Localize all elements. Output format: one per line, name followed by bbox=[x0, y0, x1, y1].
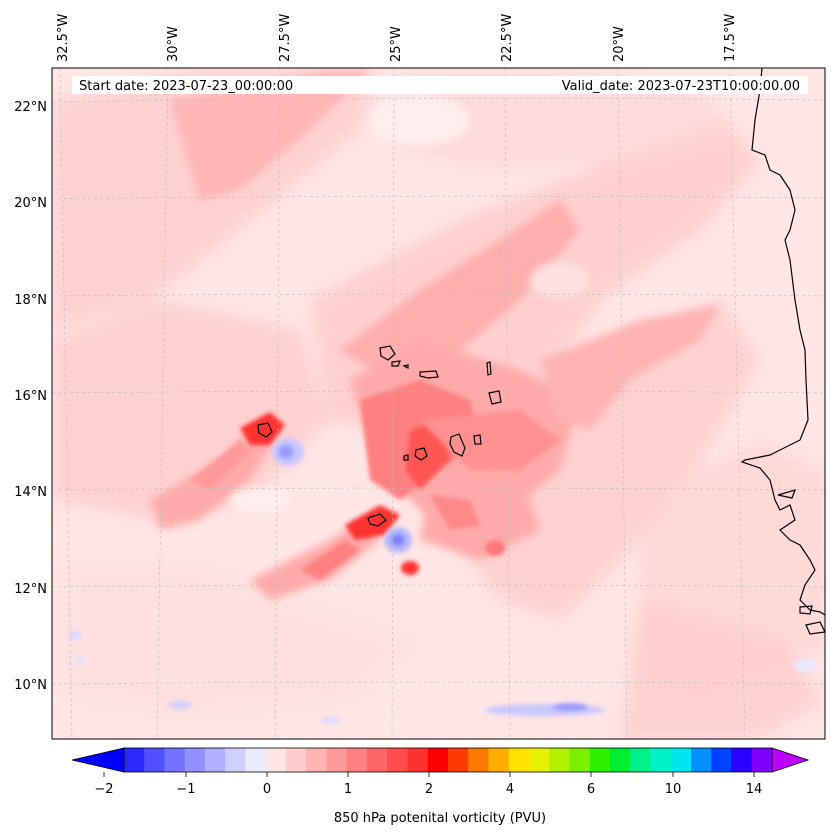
colorbar-swatch bbox=[164, 748, 186, 772]
colorbar: −2 −1 0 1 2 4 6 10 14 850 hPa potenital vorticit… bbox=[71, 747, 810, 826]
colorbar-tick-label: 6 bbox=[587, 782, 595, 797]
island-santo-antao bbox=[379, 345, 396, 361]
colorbar-swatch bbox=[569, 748, 591, 772]
lat-label-12n: 12°N bbox=[14, 582, 47, 597]
colorbar-swatch bbox=[610, 748, 631, 772]
colorbar-tick-label: −1 bbox=[176, 782, 195, 797]
colorbar-swatch bbox=[306, 748, 327, 772]
map-frame bbox=[51, 67, 826, 740]
colorbar-swatch bbox=[144, 748, 165, 772]
lon-label-17-5w: 17.5°W bbox=[723, 14, 738, 62]
colorbar-swatch bbox=[670, 748, 692, 772]
colorbar-swatch bbox=[751, 748, 773, 772]
gridlines bbox=[52, 68, 825, 739]
colorbar-swatch bbox=[124, 748, 145, 772]
cape-verde-islands bbox=[257, 345, 502, 527]
colorbar-swatch bbox=[731, 748, 753, 772]
colorbar-swatches bbox=[124, 748, 773, 772]
colorbar-swatch bbox=[407, 748, 429, 772]
colorbar-swatch bbox=[427, 748, 449, 772]
island-maio bbox=[473, 434, 482, 445]
colorbar-swatch bbox=[589, 748, 611, 772]
african-coastline bbox=[740, 68, 825, 616]
island-santiago bbox=[449, 433, 466, 457]
lat-label-10n: 10°N bbox=[14, 678, 47, 693]
start-date-label: Start date: 2023-07-23_00:00:00 bbox=[79, 79, 293, 94]
colorbar-swatch bbox=[529, 748, 550, 772]
lat-label-14n: 14°N bbox=[14, 485, 47, 500]
island-santa-luzia bbox=[402, 364, 409, 369]
lon-label-30w: 30°W bbox=[166, 26, 181, 62]
colorbar-swatch bbox=[488, 748, 510, 772]
coast-detail-2 bbox=[799, 605, 813, 615]
island-sal bbox=[486, 361, 492, 376]
lon-label-25w: 25°W bbox=[389, 26, 404, 62]
colorbar-tick-label: 10 bbox=[665, 782, 682, 797]
colorbar-swatch bbox=[225, 748, 246, 772]
lon-label-32-5w: 32.5°W bbox=[56, 14, 71, 62]
colorbar-swatch bbox=[245, 748, 267, 772]
lon-label-22-5w: 22.5°W bbox=[500, 14, 515, 62]
colorbar-swatch bbox=[508, 748, 530, 772]
island-boa-vista bbox=[488, 390, 502, 405]
island-fogo bbox=[414, 447, 428, 461]
colorbar-swatch bbox=[286, 748, 307, 772]
lat-label-22n: 22°N bbox=[14, 100, 47, 115]
colorbar-ticks: −2 −1 0 1 2 4 6 10 14 bbox=[94, 772, 762, 797]
island-brava bbox=[403, 454, 409, 461]
colorbar-tick-label: 0 bbox=[263, 782, 271, 797]
colorbar-max-extend bbox=[772, 748, 808, 772]
contour-feature-1 bbox=[257, 422, 273, 438]
colorbar-swatch bbox=[650, 748, 672, 772]
colorbar-swatch bbox=[367, 748, 388, 772]
colorbar-swatch bbox=[346, 748, 368, 772]
island-sao-nicolau bbox=[419, 370, 439, 379]
lon-label-20w: 20°W bbox=[612, 26, 627, 62]
colorbar-swatch bbox=[468, 748, 489, 772]
colorbar-tick-label: −2 bbox=[94, 782, 113, 797]
pv-field-strong bbox=[190, 380, 560, 580]
contour-feature-2 bbox=[367, 513, 387, 527]
map-panel bbox=[52, 68, 825, 739]
valid-date-label: Valid_date: 2023-07-23T10:00:00.00 bbox=[562, 79, 800, 94]
colorbar-tick-label: 1 bbox=[344, 782, 352, 797]
latitude-labels: 22°N 20°N 18°N 16°N 14°N 12°N 10°N bbox=[14, 100, 47, 693]
colorbar-title: 850 hPa potenital vorticity (PVU) bbox=[334, 811, 546, 826]
pv-field-neutral bbox=[230, 95, 590, 512]
colorbar-tick-label: 14 bbox=[746, 782, 763, 797]
lat-label-16n: 16°N bbox=[14, 389, 47, 404]
colorbar-min-extend bbox=[72, 748, 124, 772]
colorbar-max-outline bbox=[771, 747, 810, 773]
colorbar-swatch bbox=[711, 748, 732, 772]
colorbar-swatch bbox=[691, 748, 712, 772]
colorbar-swatch bbox=[265, 748, 287, 772]
colorbar-swatch bbox=[184, 748, 206, 772]
lat-label-18n: 18°N bbox=[14, 293, 47, 308]
colorbar-swatch bbox=[549, 748, 570, 772]
coast-detail-1 bbox=[777, 489, 796, 499]
colorbar-swatch bbox=[205, 748, 226, 772]
lon-label-27-5w: 27.5°W bbox=[278, 14, 293, 62]
island-sao-vicente bbox=[391, 360, 401, 367]
longitude-labels: 32.5°W 30°W 27.5°W 25°W 22.5°W 20°W 17.5… bbox=[56, 14, 738, 62]
coast-detail-3 bbox=[805, 621, 825, 635]
colorbar-swatch bbox=[448, 748, 469, 772]
colorbar-swatch bbox=[326, 748, 348, 772]
colorbar-tick-label: 4 bbox=[506, 782, 514, 797]
colorbar-swatch bbox=[387, 748, 408, 772]
lat-label-20n: 20°N bbox=[14, 196, 47, 211]
pv-field-negative bbox=[69, 438, 817, 723]
colorbar-tick-label: 2 bbox=[425, 782, 433, 797]
header-bar bbox=[72, 76, 808, 94]
colorbar-min-outline bbox=[71, 747, 125, 773]
colorbar-swatch bbox=[630, 748, 651, 772]
